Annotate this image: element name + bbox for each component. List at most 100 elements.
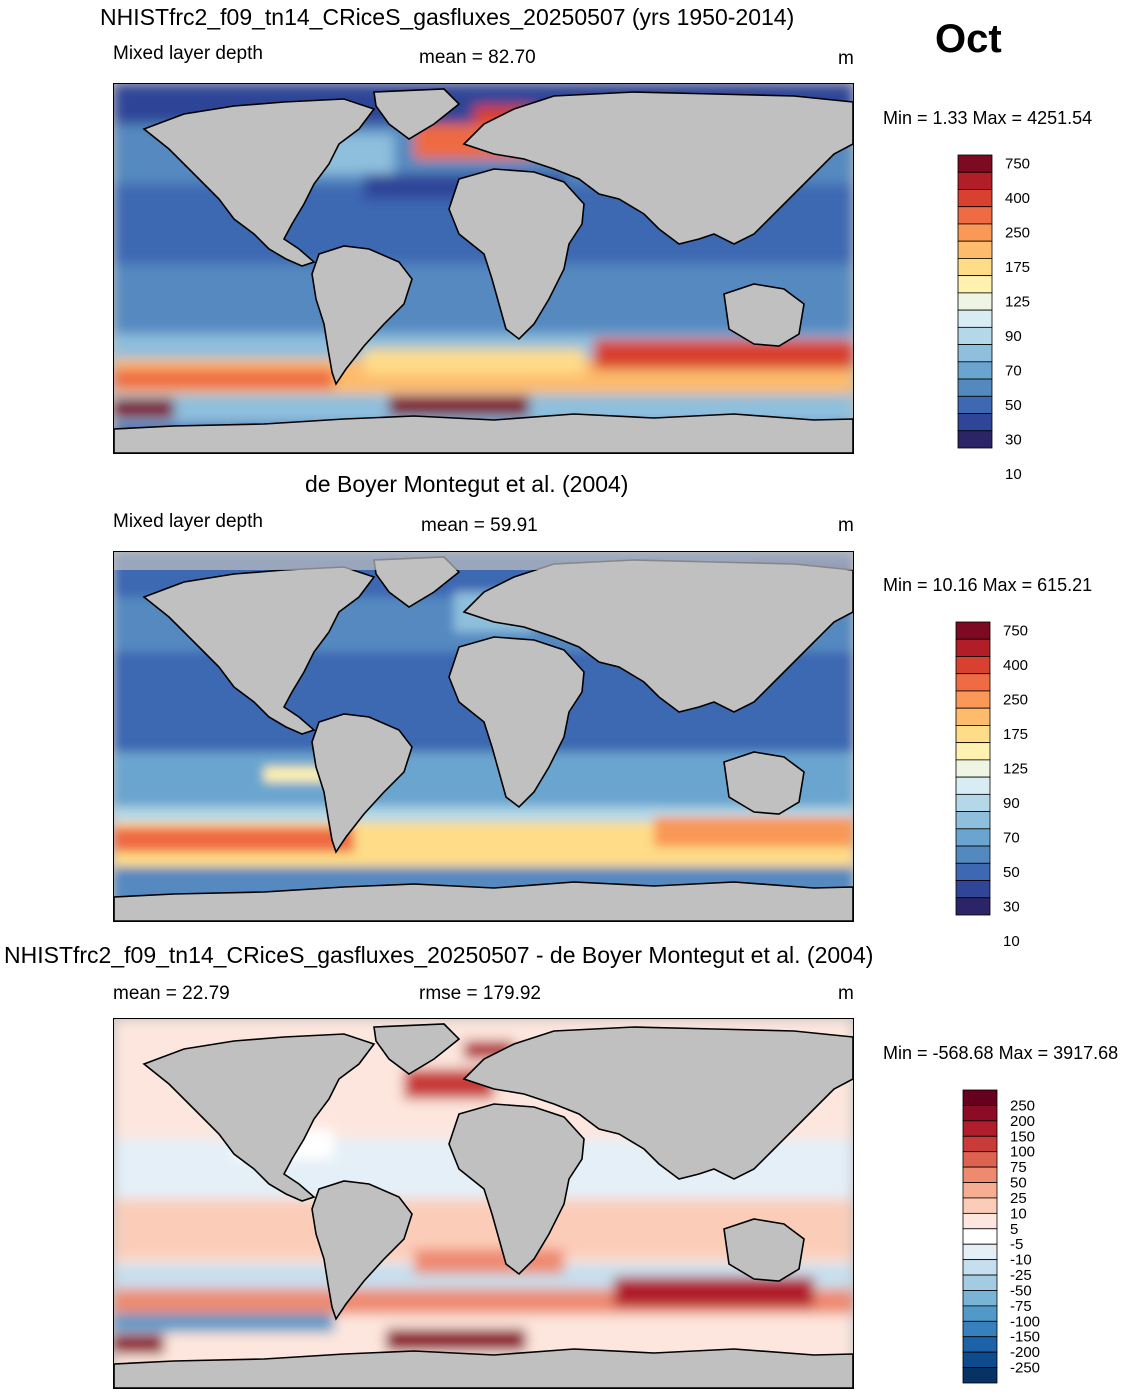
colorbar-tick-label: -100 — [1010, 1313, 1040, 1330]
colorbar-tick-label: 400 — [1005, 190, 1030, 207]
colorbar-box — [962, 1120, 998, 1137]
colorbar-tick-label: -200 — [1010, 1344, 1040, 1361]
colorbar-box — [955, 707, 991, 726]
colorbar-tick-label: -250 — [1010, 1360, 1040, 1377]
colorbar-box — [962, 1228, 998, 1245]
colorbar-box — [962, 1089, 998, 1106]
colorbar-box — [955, 656, 991, 675]
colorbar-box — [962, 1166, 998, 1183]
map-model — [113, 83, 854, 454]
colorbar-box — [955, 690, 991, 709]
colorbar-box — [957, 326, 993, 345]
colorbar-box — [957, 309, 993, 328]
colorbar-box — [957, 344, 993, 363]
colorbar-tick-label: 90 — [1003, 795, 1020, 812]
colorbar-tick-label: 400 — [1003, 657, 1028, 674]
month-label: Oct — [935, 17, 1002, 61]
colorbar-box — [957, 275, 993, 294]
colorbar-diff: 250 200 150 100 75 50 25 10 5 -5 -10 -25 -50 -75 -100-… — [962, 1089, 1082, 1385]
colorbar-box — [962, 1320, 998, 1338]
colorbar-tick-label: 75 — [1010, 1159, 1027, 1176]
colorbar-box — [962, 1243, 998, 1261]
colorbar-box — [955, 759, 991, 778]
colorbar-tick-label: 125 — [1005, 294, 1030, 311]
colorbar-box — [957, 154, 993, 173]
colorbar-box — [962, 1274, 998, 1291]
panel-title-obs: de Boyer Montegut et al. (2004) — [305, 471, 629, 497]
panel-mean-diff: mean = 22.79 — [113, 983, 230, 1004]
map-obs — [113, 551, 854, 922]
panel-rmse-diff: rmse = 179.92 — [419, 983, 541, 1004]
colorbar-box — [962, 1351, 998, 1368]
panel-mean-obs: mean = 59.91 — [421, 515, 538, 536]
colorbar-tick-label: -5 — [1010, 1236, 1023, 1253]
colorbar-tick-label: 70 — [1003, 829, 1020, 846]
colorbar-box — [957, 430, 993, 449]
colorbar-box — [957, 292, 993, 311]
colorbar-tick-label: 30 — [1005, 431, 1022, 448]
colorbar-tick-label: 10 — [1010, 1205, 1027, 1222]
colorbar-box — [955, 862, 991, 881]
colorbar-box — [962, 1135, 998, 1153]
colorbar-tick-label: 250 — [1010, 1097, 1035, 1114]
colorbar-box — [962, 1305, 998, 1322]
colorbar-tick-label: 750 — [1003, 623, 1028, 640]
panel-minmax-diff: Min = -568.68 Max = 3917.68 — [883, 1043, 1119, 1063]
colorbar-tick-label: 150 — [1010, 1128, 1035, 1145]
colorbar-tick-label: -50 — [1010, 1282, 1032, 1299]
colorbar-tick-label: 25 — [1010, 1190, 1027, 1207]
colorbar-tick-label: 50 — [1003, 864, 1020, 881]
colorbar-box — [962, 1336, 998, 1353]
colorbar-box — [955, 880, 991, 899]
colorbar-box — [955, 621, 991, 640]
colorbar-box — [955, 742, 991, 761]
colorbar-box — [962, 1105, 998, 1122]
colorbar-box — [962, 1151, 998, 1168]
colorbar-box — [955, 725, 991, 744]
panel-left-label-obs: Mixed layer depth — [113, 511, 263, 532]
colorbar-tick-label: -10 — [1010, 1252, 1032, 1269]
colorbar-tick-label: 10 — [1003, 933, 1020, 950]
colorbar-box — [955, 673, 991, 692]
colorbar-tick-label: 750 — [1005, 156, 1030, 173]
colorbar-box — [957, 413, 993, 432]
panel-minmax-model: Min = 1.33 Max = 4251.54 — [883, 108, 1093, 128]
colorbar-model: 750 400 250 175 125 90 70 50 30 10 — [957, 154, 1077, 483]
colorbar-tick-label: 250 — [1005, 225, 1030, 242]
colorbar-box — [962, 1197, 998, 1214]
colorbar-tick-label: 50 — [1010, 1175, 1027, 1192]
panel-units-diff: m — [838, 983, 854, 1004]
colorbar-box — [957, 206, 993, 225]
panel-units-model: m — [838, 48, 854, 69]
colorbar-tick-label: -150 — [1010, 1329, 1040, 1346]
colorbar-box — [962, 1367, 998, 1384]
colorbar-box — [962, 1290, 998, 1307]
colorbar-box — [957, 189, 993, 208]
colorbar-box — [957, 378, 993, 397]
colorbar-box — [955, 845, 991, 864]
colorbar-box — [955, 638, 991, 657]
colorbar-tick-label: 175 — [1003, 726, 1028, 743]
colorbar-tick-label: -25 — [1010, 1267, 1032, 1284]
colorbar-obs: 750 400 250 175 125 90 70 50 30 10 — [955, 621, 1075, 950]
colorbar-tick-label: 175 — [1005, 259, 1030, 276]
colorbar-box — [962, 1259, 998, 1276]
panel-title-model: NHISTfrc2_f09_tn14_CRiceS_gasfluxes_2025… — [100, 4, 795, 30]
colorbar-tick-label: 10 — [1005, 466, 1022, 483]
colorbar-tick-label: 50 — [1005, 397, 1022, 414]
panel-minmax-obs: Min = 10.16 Max = 615.21 — [883, 575, 1093, 595]
colorbar-box — [962, 1182, 998, 1199]
colorbar-tick-label: 5 — [1010, 1221, 1018, 1238]
panel-units-obs: m — [838, 515, 854, 536]
map-diff — [113, 1018, 854, 1389]
colorbar-tick-label: -75 — [1010, 1298, 1032, 1315]
colorbar-tick-label: 200 — [1010, 1113, 1035, 1130]
colorbar-box — [957, 395, 993, 414]
colorbar-tick-label: 125 — [1003, 761, 1028, 778]
colorbar-tick-label: 30 — [1003, 898, 1020, 915]
colorbar-box — [955, 793, 991, 812]
colorbar-tick-label: 70 — [1005, 362, 1022, 379]
colorbar-box — [957, 171, 993, 190]
panel-mean-model: mean = 82.70 — [419, 47, 536, 68]
colorbar-box — [962, 1212, 998, 1230]
